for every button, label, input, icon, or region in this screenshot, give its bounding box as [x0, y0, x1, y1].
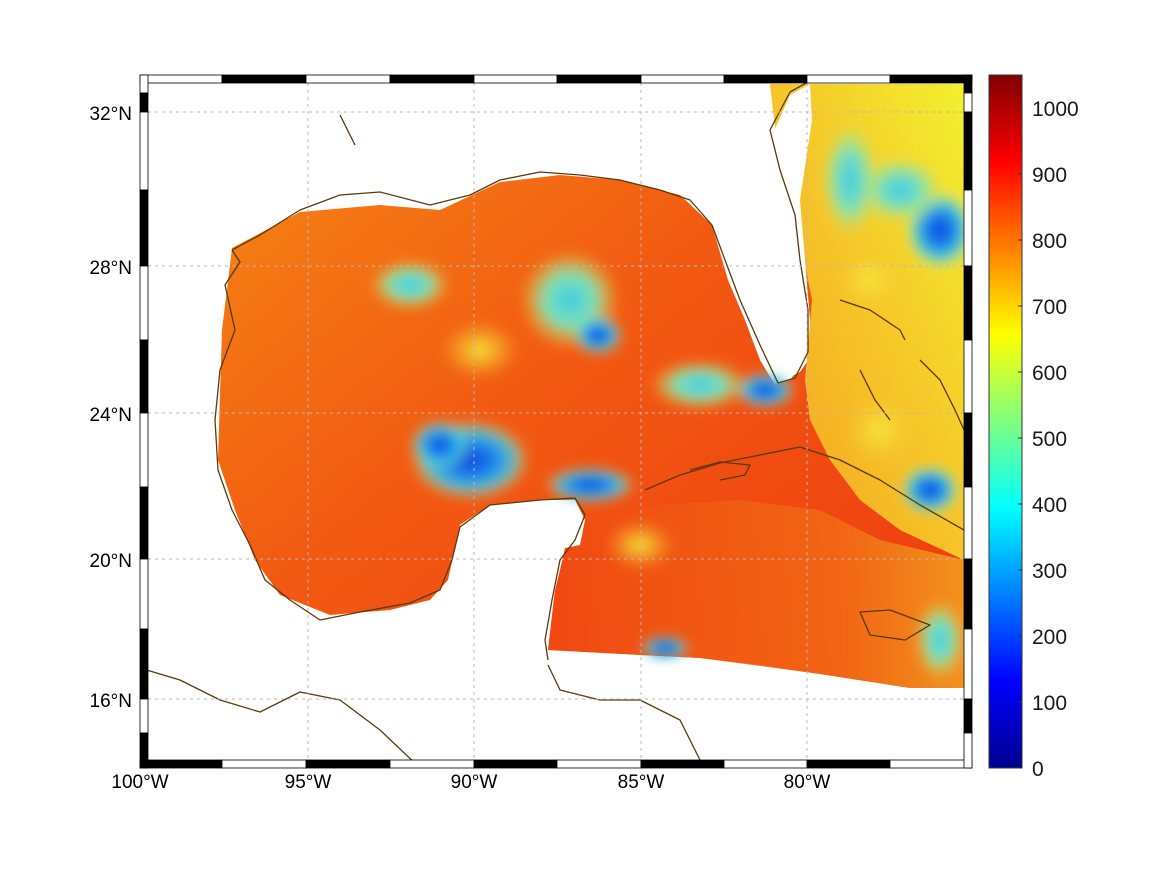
- frame-segment: [305, 759, 391, 769]
- frame-segment: [139, 698, 149, 734]
- lat-tick-labels: 32°N 28°N 24°N 20°N 16°N: [90, 104, 132, 712]
- frame-segment: [139, 111, 149, 191]
- colorbar-tick-label: 900: [1032, 164, 1067, 187]
- frame-segment: [139, 732, 149, 769]
- yucatan-land: [430, 500, 585, 650]
- frame-segment: [389, 759, 475, 769]
- colorbar-tick-label: 800: [1032, 230, 1067, 253]
- colorbar-tick-label: 100: [1032, 692, 1067, 715]
- frame-segment: [139, 74, 149, 94]
- frame-segment: [139, 339, 149, 414]
- frame-segment: [963, 189, 973, 267]
- lon-tick-labels: 100°W 95°W 90°W 85°W 80°W: [111, 772, 830, 793]
- frame-segment: [889, 759, 973, 769]
- frame-segment: [139, 265, 149, 341]
- colorbar-gradient: [988, 74, 1023, 769]
- frame-segment: [963, 698, 973, 734]
- lon-tick-label: 85°W: [618, 772, 665, 793]
- colorbar-tick-label: 200: [1032, 626, 1067, 649]
- lat-tick-label: 32°N: [90, 104, 132, 125]
- frame-segment: [640, 74, 725, 84]
- frame-segment: [806, 74, 891, 84]
- florida-land: [712, 84, 812, 385]
- lon-tick-label: 90°W: [451, 772, 498, 793]
- frame-segment: [963, 732, 973, 769]
- frame-segment: [473, 759, 558, 769]
- lat-tick-label: 16°N: [90, 691, 132, 712]
- lat-tick-label: 28°N: [90, 258, 132, 279]
- frame-segment: [556, 759, 642, 769]
- frame-segment: [963, 628, 973, 700]
- frame-segment: [640, 759, 725, 769]
- frame-segment: [963, 111, 973, 191]
- frame-segment: [139, 412, 149, 488]
- frame-segment: [139, 759, 223, 769]
- frame-segment: [305, 74, 391, 84]
- colorbar-tick-label: 500: [1032, 428, 1067, 451]
- coastlines: [148, 83, 964, 760]
- frame-segment: [139, 628, 149, 700]
- frame-segment: [723, 74, 808, 84]
- frame-segment: [139, 74, 223, 84]
- grid-lines: [148, 83, 964, 760]
- frame-segment: [889, 74, 973, 84]
- frame-segment: [963, 265, 973, 341]
- frame-segment: [963, 92, 973, 113]
- frame-segment: [963, 74, 973, 94]
- frame-segment: [139, 189, 149, 267]
- map-frame: [139, 74, 973, 769]
- frame-segment: [963, 558, 973, 630]
- colorbar-tick-label: 0: [1032, 758, 1044, 781]
- colorbar-tick-label: 600: [1032, 362, 1067, 385]
- lon-tick-label: 100°W: [111, 772, 168, 793]
- lon-tick-label: 95°W: [285, 772, 332, 793]
- lon-tick-label: 80°W: [784, 772, 831, 793]
- frame-segment: [221, 759, 307, 769]
- frame-segment: [963, 412, 973, 488]
- frame-segment: [139, 486, 149, 560]
- frame-segment: [963, 339, 973, 414]
- colorbar-tick-label: 700: [1032, 296, 1067, 319]
- frame-segment: [473, 74, 558, 84]
- frame-segment: [389, 74, 475, 84]
- frame-segment: [556, 74, 642, 84]
- colorbar-tick-label: 400: [1032, 494, 1067, 517]
- colorbar: 0 100 200 300 400 500 600 700 800 900 1000: [988, 74, 1079, 781]
- lat-tick-label: 20°N: [90, 551, 132, 572]
- frame-segment: [723, 759, 808, 769]
- frame-segment: [139, 92, 149, 113]
- lat-tick-label: 24°N: [90, 405, 132, 426]
- frame-segment: [806, 759, 891, 769]
- frame-segment: [221, 74, 307, 84]
- frame-segment: [139, 558, 149, 630]
- colorbar-tick-label: 1000: [1032, 98, 1079, 121]
- colorbar-tick-label: 300: [1032, 560, 1067, 583]
- frame-segment: [963, 486, 973, 560]
